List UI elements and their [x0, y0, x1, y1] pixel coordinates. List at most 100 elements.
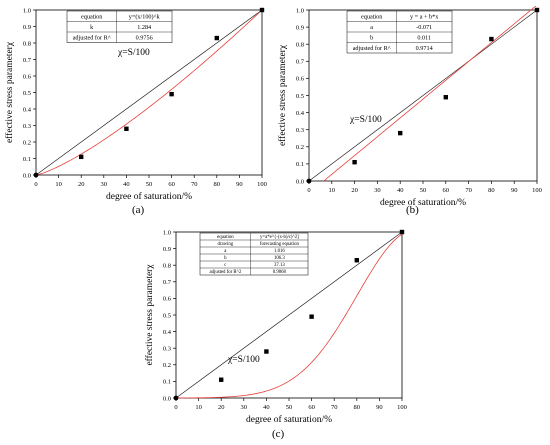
y-tick-label: 0.7: [23, 57, 32, 64]
fit-table-value: y = a + b*x: [410, 13, 439, 20]
fit-table-key: drawing: [218, 242, 234, 247]
y-tick-label: 0.7: [296, 59, 305, 66]
y-tick-label: 0.9: [163, 246, 171, 253]
y-tick-label: 0.8: [163, 263, 171, 270]
fit-table-value: y=a*e^{-(x-b)/c)^2]: [260, 235, 299, 240]
panel-label-c: (c): [272, 428, 285, 440]
y-tick-label: 0.5: [163, 312, 171, 319]
fit-curve: [323, 5, 537, 182]
fit-table: equation y=(x/100)^k k 1.284 adjusted for R^…: [66, 10, 173, 43]
chart-b-svg: 0 10 20 30 40 50 60 70 80 90 100 0.0 0.1 0.2 0.3 0.4 0.5…: [277, 5, 542, 208]
x-tick-label: 50: [420, 187, 427, 194]
x-tick-label: 80: [488, 187, 495, 194]
y-tick-label: 0.1: [296, 161, 304, 168]
fit-table-value: 0.9714: [416, 45, 433, 52]
y-tick-label: 1.0: [23, 7, 31, 14]
fit-table-frame: [66, 10, 173, 43]
y-tick-label: 0.3: [23, 123, 31, 130]
y-tick-label: 0.9: [23, 24, 31, 31]
data-point: [219, 377, 224, 382]
y-tick-label: 0.7: [163, 279, 172, 286]
panel-label-b: (b): [406, 204, 419, 216]
y-tick-label: 0.8: [23, 40, 31, 47]
fit-table-value: 0.011: [417, 34, 431, 41]
y-tick-label: 0.5: [296, 93, 304, 100]
x-axis-title: degree of saturation/%: [380, 197, 466, 208]
x-tick-label: 0: [34, 181, 37, 188]
reference-line-label: χ=S/100: [117, 48, 150, 58]
x-tick-label: 70: [331, 404, 338, 411]
fit-curve: [35, 9, 263, 176]
x-tick-label: 50: [146, 181, 153, 188]
y-axis-title: effective stress parameterχ: [277, 44, 288, 146]
fit-table-value: 1.016: [274, 249, 285, 254]
reference-line-label: χ=S/100: [349, 115, 382, 125]
fit-table-value: forecasting equation: [260, 242, 300, 247]
fit-table-key: b: [224, 256, 227, 261]
data-point: [354, 258, 359, 263]
data-point: [443, 95, 448, 100]
reference-line-label: χ=S/100: [227, 355, 260, 365]
fit-table-value: 1.284: [137, 24, 151, 31]
fit-table-key: equation: [81, 13, 102, 20]
x-axis-title: degree of saturation/%: [246, 414, 332, 425]
x-tick-label: 0: [174, 404, 177, 411]
x-tick-label: 30: [241, 404, 248, 411]
x-tick-label: 80: [354, 404, 361, 411]
fit-table-value: 37.13: [274, 263, 285, 268]
x-tick-label: 70: [191, 181, 198, 188]
x-tick-label: 60: [168, 181, 175, 188]
x-tick-label: 10: [329, 187, 336, 194]
x-tick-label: 70: [465, 187, 472, 194]
data-point: [33, 172, 39, 178]
y-axis-title: effective stress parameterχ: [4, 41, 15, 143]
fit-table-value: 0.9868: [273, 270, 287, 275]
x-tick-label: 10: [55, 181, 62, 188]
x-tick-label: 90: [376, 404, 383, 411]
data-point: [79, 154, 84, 160]
y-tick-label: 0.4: [163, 329, 172, 336]
x-tick-label: 30: [374, 187, 381, 194]
y-axis-title: effective stress parameterχ: [144, 264, 155, 366]
y-tick-label: 0.5: [23, 90, 31, 97]
x-tick-label: 80: [214, 181, 221, 188]
data-point: [169, 91, 174, 97]
reference-line: [175, 231, 403, 399]
chart-panel-a: 0 10 20 30 40 50 60 70 80 90 100 0.0 0.1 0.2 0.3 0.4 0.5…: [0, 0, 275, 202]
x-tick-label: 40: [123, 181, 130, 188]
x-tick-label: 90: [511, 187, 518, 194]
chart-panel-b: 0 10 20 30 40 50 60 70 80 90 100 0.0 0.1 0.2 0.3 0.4 0.5…: [275, 0, 550, 208]
y-tick-label: 0.6: [296, 76, 305, 83]
fit-table-key: b: [370, 34, 373, 41]
x-tick-label: 100: [257, 181, 267, 188]
y-tick-label: 1.0: [296, 7, 304, 14]
data-point: [214, 35, 219, 41]
data-point: [306, 178, 312, 184]
chart-panel-c: 0 10 20 30 40 50 60 70 80 90 100 0.0 0.1 0.2 0.3 0.4 0.5…: [140, 222, 415, 425]
y-tick-label: 1.0: [163, 229, 171, 236]
data-point: [264, 349, 269, 354]
y-tick-label: 0.0: [296, 178, 304, 185]
x-tick-label: 100: [397, 404, 407, 411]
y-tick-label: 0.1: [23, 156, 31, 163]
panel-label-a: (a): [132, 204, 145, 216]
fit-table: equation y=a*e^{-(x-b)/c)^2] drawing foreca…: [199, 232, 309, 276]
fit-table-key: equation: [361, 13, 382, 20]
fit-table-key: k: [90, 24, 94, 31]
y-tick-label: 0.9: [296, 24, 304, 31]
y-tick-label: 0.6: [23, 73, 32, 80]
data-point: [399, 229, 405, 235]
data-point: [309, 314, 314, 319]
data-point: [352, 159, 357, 165]
y-tick-label: 0.4: [296, 110, 305, 117]
fit-table-key: c: [224, 263, 226, 268]
y-tick-label: 0.8: [296, 42, 304, 49]
fit-table-key: a: [224, 249, 227, 254]
y-tick-label: 0.2: [163, 362, 171, 369]
y-tick-label: 0.2: [296, 144, 304, 151]
chart-a-svg: 0 10 20 30 40 50 60 70 80 90 100 0.0 0.1 0.2 0.3 0.4 0.5…: [4, 7, 267, 202]
x-tick-label: 90: [236, 181, 243, 188]
x-tick-label: 60: [443, 187, 450, 194]
x-tick-label: 40: [397, 187, 404, 194]
fit-table-value: -0.071: [416, 24, 432, 31]
